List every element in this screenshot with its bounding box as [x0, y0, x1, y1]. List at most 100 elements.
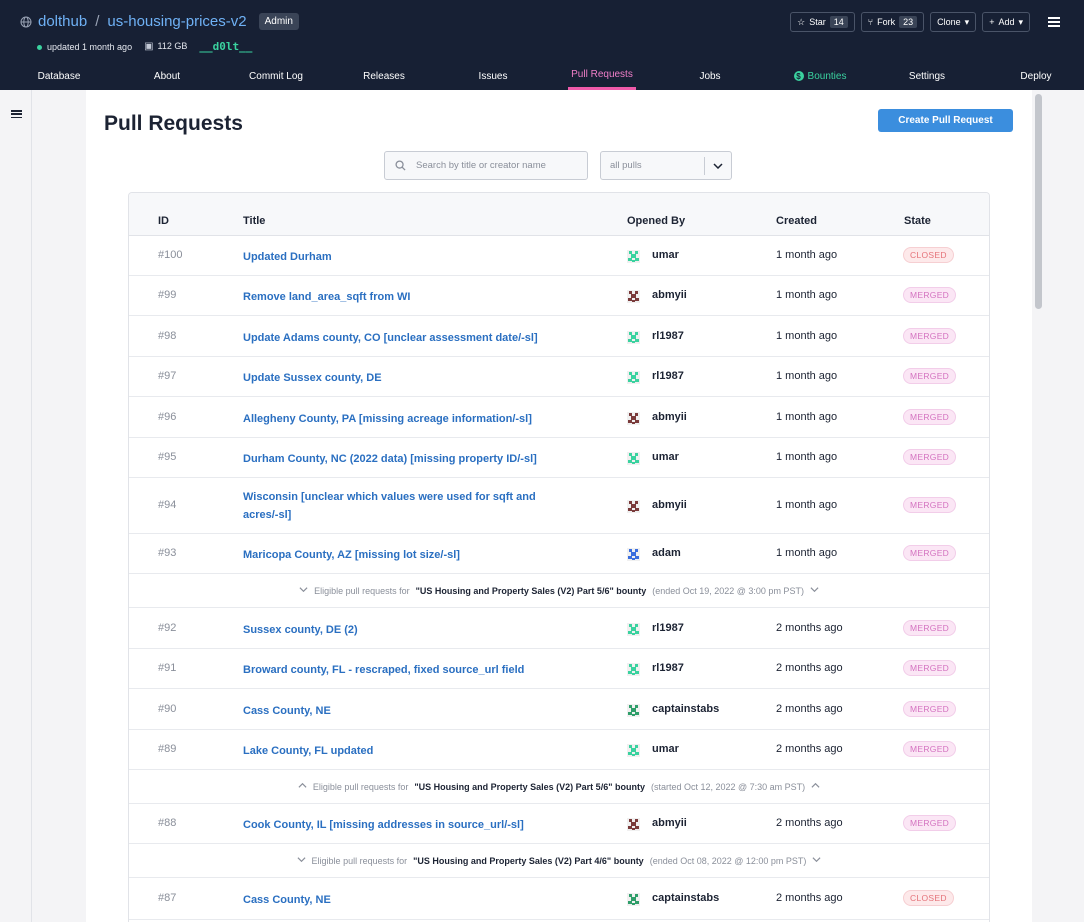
table-row[interactable]: #93 Maricopa County, AZ [missing lot size… [129, 534, 989, 574]
table-row[interactable]: #94 Wisconsin [unclear which values were … [129, 478, 989, 534]
owner-link[interactable]: dolthub [38, 13, 88, 30]
bounty-group-row[interactable]: Eligible pull requests for "US Housing an… [129, 770, 989, 804]
bounty-dates: (ended Oct 19, 2022 @ 3:00 pm PST) [652, 585, 804, 596]
table-row[interactable]: #97 Update Sussex county, DE rl1987 1 month… [129, 357, 989, 397]
pull-requests-table: ID Title Opened By Created State #100 Upd… [128, 192, 990, 922]
caret-down-icon: ▾ [964, 16, 970, 27]
pr-id: #99 [158, 289, 177, 301]
table-row[interactable]: #99 Remove land_area_sqft from WI abmyii 1 … [129, 276, 989, 316]
pr-title-link[interactable]: Durham County, NC (2022 data) [missing p… [243, 453, 537, 465]
pr-author[interactable]: abmyii [652, 411, 687, 423]
menu-icon[interactable] [1048, 17, 1060, 27]
table-row[interactable]: #87 Cass County, NE captainstabs 2 months a… [129, 878, 989, 920]
tab-database[interactable]: Database [37, 70, 81, 82]
scrollbar-thumb[interactable] [1035, 94, 1042, 309]
pr-created: 1 month ago [776, 451, 838, 463]
tab-deploy[interactable]: Deploy [1020, 70, 1052, 82]
table-row[interactable]: #92 Sussex county, DE (2) rl1987 2 months a… [129, 608, 989, 649]
star-button[interactable]: ☆ Star 14 [790, 12, 855, 32]
table-row[interactable]: #88 Cook County, IL [missing addresses in… [129, 804, 989, 844]
pr-title-link[interactable]: Cook County, IL [missing addresses in so… [243, 819, 524, 831]
avatar [627, 893, 640, 906]
sidebar-toggle-icon[interactable] [11, 110, 22, 118]
table-row[interactable]: #96 Allegheny County, PA [missing acreage… [129, 397, 989, 438]
pr-title-link[interactable]: Remove land_area_sqft from WI [243, 291, 411, 303]
dolt-logo: __d0lt__ [199, 40, 253, 53]
clone-button[interactable]: Clone ▾ [930, 12, 977, 32]
chevron-down-icon[interactable] [297, 855, 306, 866]
chevron-down-icon[interactable] [705, 162, 731, 169]
table-row[interactable]: #100 Updated Durham umar 1 month ago CLOSED [129, 236, 989, 276]
add-label: Add [998, 17, 1015, 27]
repo-link[interactable]: us-housing-prices-v2 [107, 13, 247, 30]
avatar [627, 371, 640, 384]
pr-author[interactable]: adam [652, 547, 681, 559]
avatar [627, 452, 640, 465]
status-badge: MERGED [903, 449, 957, 465]
tab-issues[interactable]: Issues [478, 70, 508, 82]
table-row[interactable]: #91 Broward county, FL - rescraped, fixed… [129, 649, 989, 689]
pr-title-link[interactable]: Broward county, FL - rescraped, fixed so… [243, 664, 525, 676]
pr-title-link[interactable]: Cass County, NE [243, 894, 331, 906]
table-row[interactable]: #90 Cass County, NE captainstabs 2 months a… [129, 689, 989, 730]
page-scrollbar[interactable] [1032, 90, 1046, 922]
updated-text: updated 1 month ago [47, 41, 133, 52]
chevron-up-icon[interactable] [298, 781, 307, 792]
pr-title-link[interactable]: Sussex county, DE (2) [243, 624, 358, 636]
table-row[interactable]: #89 Lake County, FL updated umar 2 months a… [129, 730, 989, 770]
pr-author[interactable]: umar [652, 743, 679, 755]
tab-about[interactable]: About [153, 70, 181, 82]
fork-button[interactable]: ⑂ Fork 23 [860, 12, 925, 32]
tab-releases[interactable]: Releases [363, 70, 405, 82]
bounty-name[interactable]: "US Housing and Property Sales (V2) Part… [413, 855, 644, 866]
col-id: ID [158, 215, 169, 227]
tab-bounties[interactable]: $ Bounties [788, 62, 852, 90]
pr-author[interactable]: umar [652, 249, 679, 261]
status-badge: CLOSED [903, 890, 954, 906]
pr-author[interactable]: rl1987 [652, 370, 684, 382]
pr-author[interactable]: umar [652, 451, 679, 463]
pr-title-link[interactable]: Update Sussex county, DE [243, 372, 382, 384]
add-button[interactable]: + Add ▾ [982, 12, 1030, 32]
bounty-group-row[interactable]: Eligible pull requests for "US Housing an… [129, 574, 989, 608]
pr-title-link[interactable]: Update Adams county, CO [unclear assessm… [243, 332, 538, 344]
tab-settings[interactable]: Settings [908, 70, 946, 82]
fork-icon: ⑂ [867, 17, 874, 27]
pr-created: 2 months ago [776, 622, 843, 634]
database-icon: ▣ [144, 41, 154, 52]
search-box[interactable] [384, 151, 588, 180]
table-row[interactable]: #98 Update Adams county, CO [unclear asse… [129, 316, 989, 357]
filter-select[interactable]: all pulls [600, 151, 732, 180]
pr-author[interactable]: rl1987 [652, 330, 684, 342]
pr-title-link[interactable]: Wisconsin [unclear which values were use… [243, 491, 536, 521]
pr-author[interactable]: rl1987 [652, 662, 684, 674]
search-input[interactable] [416, 160, 576, 171]
chevron-up-icon[interactable] [811, 781, 820, 792]
chevron-down-icon[interactable] [812, 855, 821, 866]
bounty-name[interactable]: "US Housing and Property Sales (V2) Part… [415, 585, 647, 596]
bounty-group-row[interactable]: Eligible pull requests for "US Housing an… [129, 844, 989, 878]
pr-author[interactable]: abmyii [652, 499, 687, 511]
bounty-name[interactable]: "US Housing and Property Sales (V2) Part… [414, 781, 645, 792]
chevron-down-icon[interactable] [810, 585, 819, 596]
pull-requests-page: Pull Requests Create Pull Request all pu… [86, 90, 1032, 922]
pr-author[interactable]: captainstabs [652, 892, 720, 904]
pr-author[interactable]: abmyii [652, 289, 687, 301]
tab-commit-log[interactable]: Commit Log [249, 70, 303, 82]
create-pull-request-button[interactable]: Create Pull Request [878, 109, 1013, 132]
bounty-prefix: Eligible pull requests for [314, 585, 410, 596]
pr-title-link[interactable]: Maricopa County, AZ [missing lot size/-s… [243, 549, 460, 561]
pr-author[interactable]: rl1987 [652, 622, 684, 634]
status-badge: MERGED [903, 497, 957, 513]
pr-author[interactable]: captainstabs [652, 703, 720, 715]
status-badge: MERGED [903, 660, 957, 676]
pr-title-link[interactable]: Cass County, NE [243, 705, 331, 717]
chevron-down-icon[interactable] [299, 585, 308, 596]
tab-pull-requests[interactable]: Pull Requests [568, 62, 636, 90]
tab-jobs[interactable]: Jobs [699, 70, 721, 82]
pr-title-link[interactable]: Updated Durham [243, 251, 332, 263]
pr-author[interactable]: abmyii [652, 817, 687, 829]
pr-title-link[interactable]: Lake County, FL updated [243, 745, 374, 757]
table-row[interactable]: #95 Durham County, NC (2022 data) [missin… [129, 438, 989, 478]
pr-title-link[interactable]: Allegheny County, PA [missing acreage in… [243, 413, 532, 425]
